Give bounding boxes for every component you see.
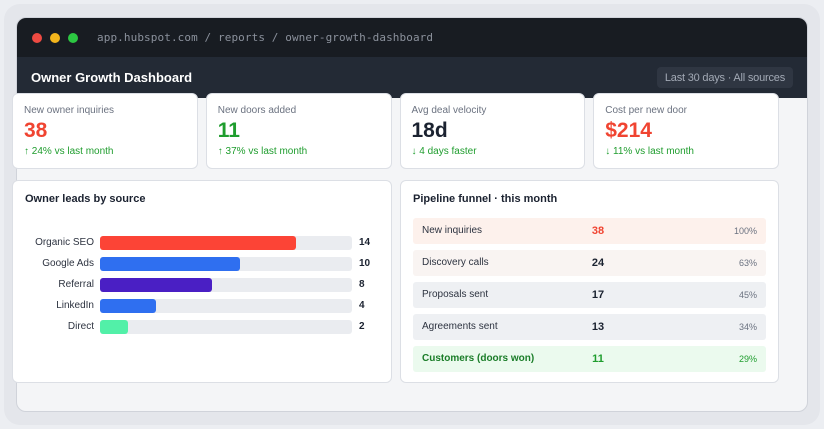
funnel-stage-row[interactable]: Proposals sent 17 45%	[413, 282, 766, 308]
bar	[100, 299, 156, 313]
funnel-stage-percent: 45%	[738, 290, 757, 300]
bar-row[interactable]: Organic SEO 14	[13, 236, 391, 250]
bar-value-label: 2	[359, 321, 365, 332]
bar-row[interactable]: LinkedIn 4	[13, 299, 391, 313]
owner-leads-by-source-panel: Owner leads by source Organic SEO 14 Googl…	[12, 180, 392, 383]
kpi-label: New owner inquiries	[24, 105, 115, 116]
kpi-value: 38	[24, 119, 48, 142]
bar-row[interactable]: Referral 8	[13, 278, 391, 292]
kpi-value: 18d	[411, 119, 448, 142]
bar-value-label: 10	[359, 258, 371, 269]
funnel-stage-count: 38	[591, 225, 605, 237]
kpi-delta: ↓ 4 days faster	[411, 146, 477, 157]
kpi-delta: ↑ 37% vs last month	[217, 146, 308, 157]
close-window-icon[interactable]	[32, 32, 42, 43]
funnel-stage-label: Customers (doors won)	[422, 353, 535, 364]
funnel-stage-row[interactable]: Customers (doors won) 11 29%	[413, 346, 766, 372]
bar-category-label: LinkedIn	[56, 300, 94, 311]
bar-track	[100, 278, 352, 292]
bar-track	[100, 236, 352, 250]
pipeline-funnel-panel: Pipeline funnel · this month New inquiri…	[400, 180, 779, 383]
funnel-stage-count: 24	[591, 257, 605, 269]
kpi-delta: ↓ 11% vs last month	[605, 146, 694, 157]
funnel-stage-count: 13	[591, 321, 605, 333]
kpi-value: 11	[217, 119, 240, 142]
bar-track	[100, 257, 352, 271]
funnel-stage-percent: 29%	[738, 354, 757, 364]
panel-title: Pipeline funnel · this month	[413, 193, 558, 205]
bar-track	[100, 320, 352, 334]
bar-track	[100, 299, 352, 313]
funnel-stage-row[interactable]: Discovery calls 24 63%	[413, 250, 766, 276]
bar	[100, 257, 240, 271]
kpi-value: $214	[605, 119, 652, 142]
bar-category-label: Referral	[58, 279, 94, 290]
bar-value-label: 8	[359, 279, 365, 290]
funnel-stage-percent: 63%	[738, 258, 757, 268]
bar-row[interactable]: Direct 2	[13, 320, 391, 334]
panel-title: Owner leads by source	[25, 193, 146, 205]
funnel-stage-label: Agreements sent	[422, 321, 498, 332]
minimize-window-icon[interactable]	[50, 32, 60, 43]
bar-value-label: 4	[359, 300, 365, 311]
funnel-stage-count: 17	[591, 289, 605, 301]
kpi-label: New doors added	[217, 105, 297, 116]
bar	[100, 278, 212, 292]
kpi-card-new-owner-inquiries[interactable]: New owner inquiries 38 ↑ 24% vs last mon…	[12, 93, 198, 169]
maximize-window-icon[interactable]	[68, 32, 78, 43]
dashboard-header: Owner Growth Dashboard Last 30 days · Al…	[17, 57, 807, 98]
funnel-stage-count: 11	[592, 353, 604, 365]
kpi-card-avg-deal-velocity[interactable]: Avg deal velocity 18d ↓ 4 days faster	[399, 93, 586, 169]
funnel-stage-percent: 34%	[738, 322, 757, 332]
bar	[100, 320, 128, 334]
browser-chrome: app.hubspot.com / reports / owner-growth…	[17, 18, 807, 57]
kpi-card-new-doors-added[interactable]: New doors added 11 ↑ 37% vs last month	[205, 93, 392, 169]
funnel-stage-label: Proposals sent	[422, 289, 489, 300]
date-range-filter-button[interactable]: Last 30 days · All sources	[656, 67, 793, 88]
kpi-row: New owner inquiries 38 ↑ 24% vs last mon…	[12, 93, 779, 169]
kpi-card-cost-per-new-door[interactable]: Cost per new door $214 ↓ 11% vs last mon…	[593, 93, 779, 169]
kpi-label: Cost per new door	[605, 105, 687, 116]
kpi-delta: ↑ 24% vs last month	[24, 146, 114, 157]
bar-value-label: 14	[359, 237, 371, 248]
bar-row[interactable]: Google Ads 10	[13, 257, 391, 271]
funnel-stage-label: Discovery calls	[422, 257, 489, 268]
bar-category-label: Organic SEO	[35, 237, 94, 248]
funnel-stage-row[interactable]: New inquiries 38 100%	[413, 218, 766, 244]
kpi-label: Avg deal velocity	[411, 105, 487, 116]
page-title: Owner Growth Dashboard	[31, 70, 193, 85]
address-bar[interactable]: app.hubspot.com / reports / owner-growth…	[97, 31, 434, 44]
funnel-stage-percent: 100%	[733, 226, 757, 236]
bar-category-label: Google Ads	[42, 258, 94, 269]
bar-category-label: Direct	[67, 321, 94, 332]
bar	[100, 236, 296, 250]
funnel-stage-row[interactable]: Agreements sent 13 34%	[413, 314, 766, 340]
funnel-stage-label: New inquiries	[422, 225, 483, 236]
